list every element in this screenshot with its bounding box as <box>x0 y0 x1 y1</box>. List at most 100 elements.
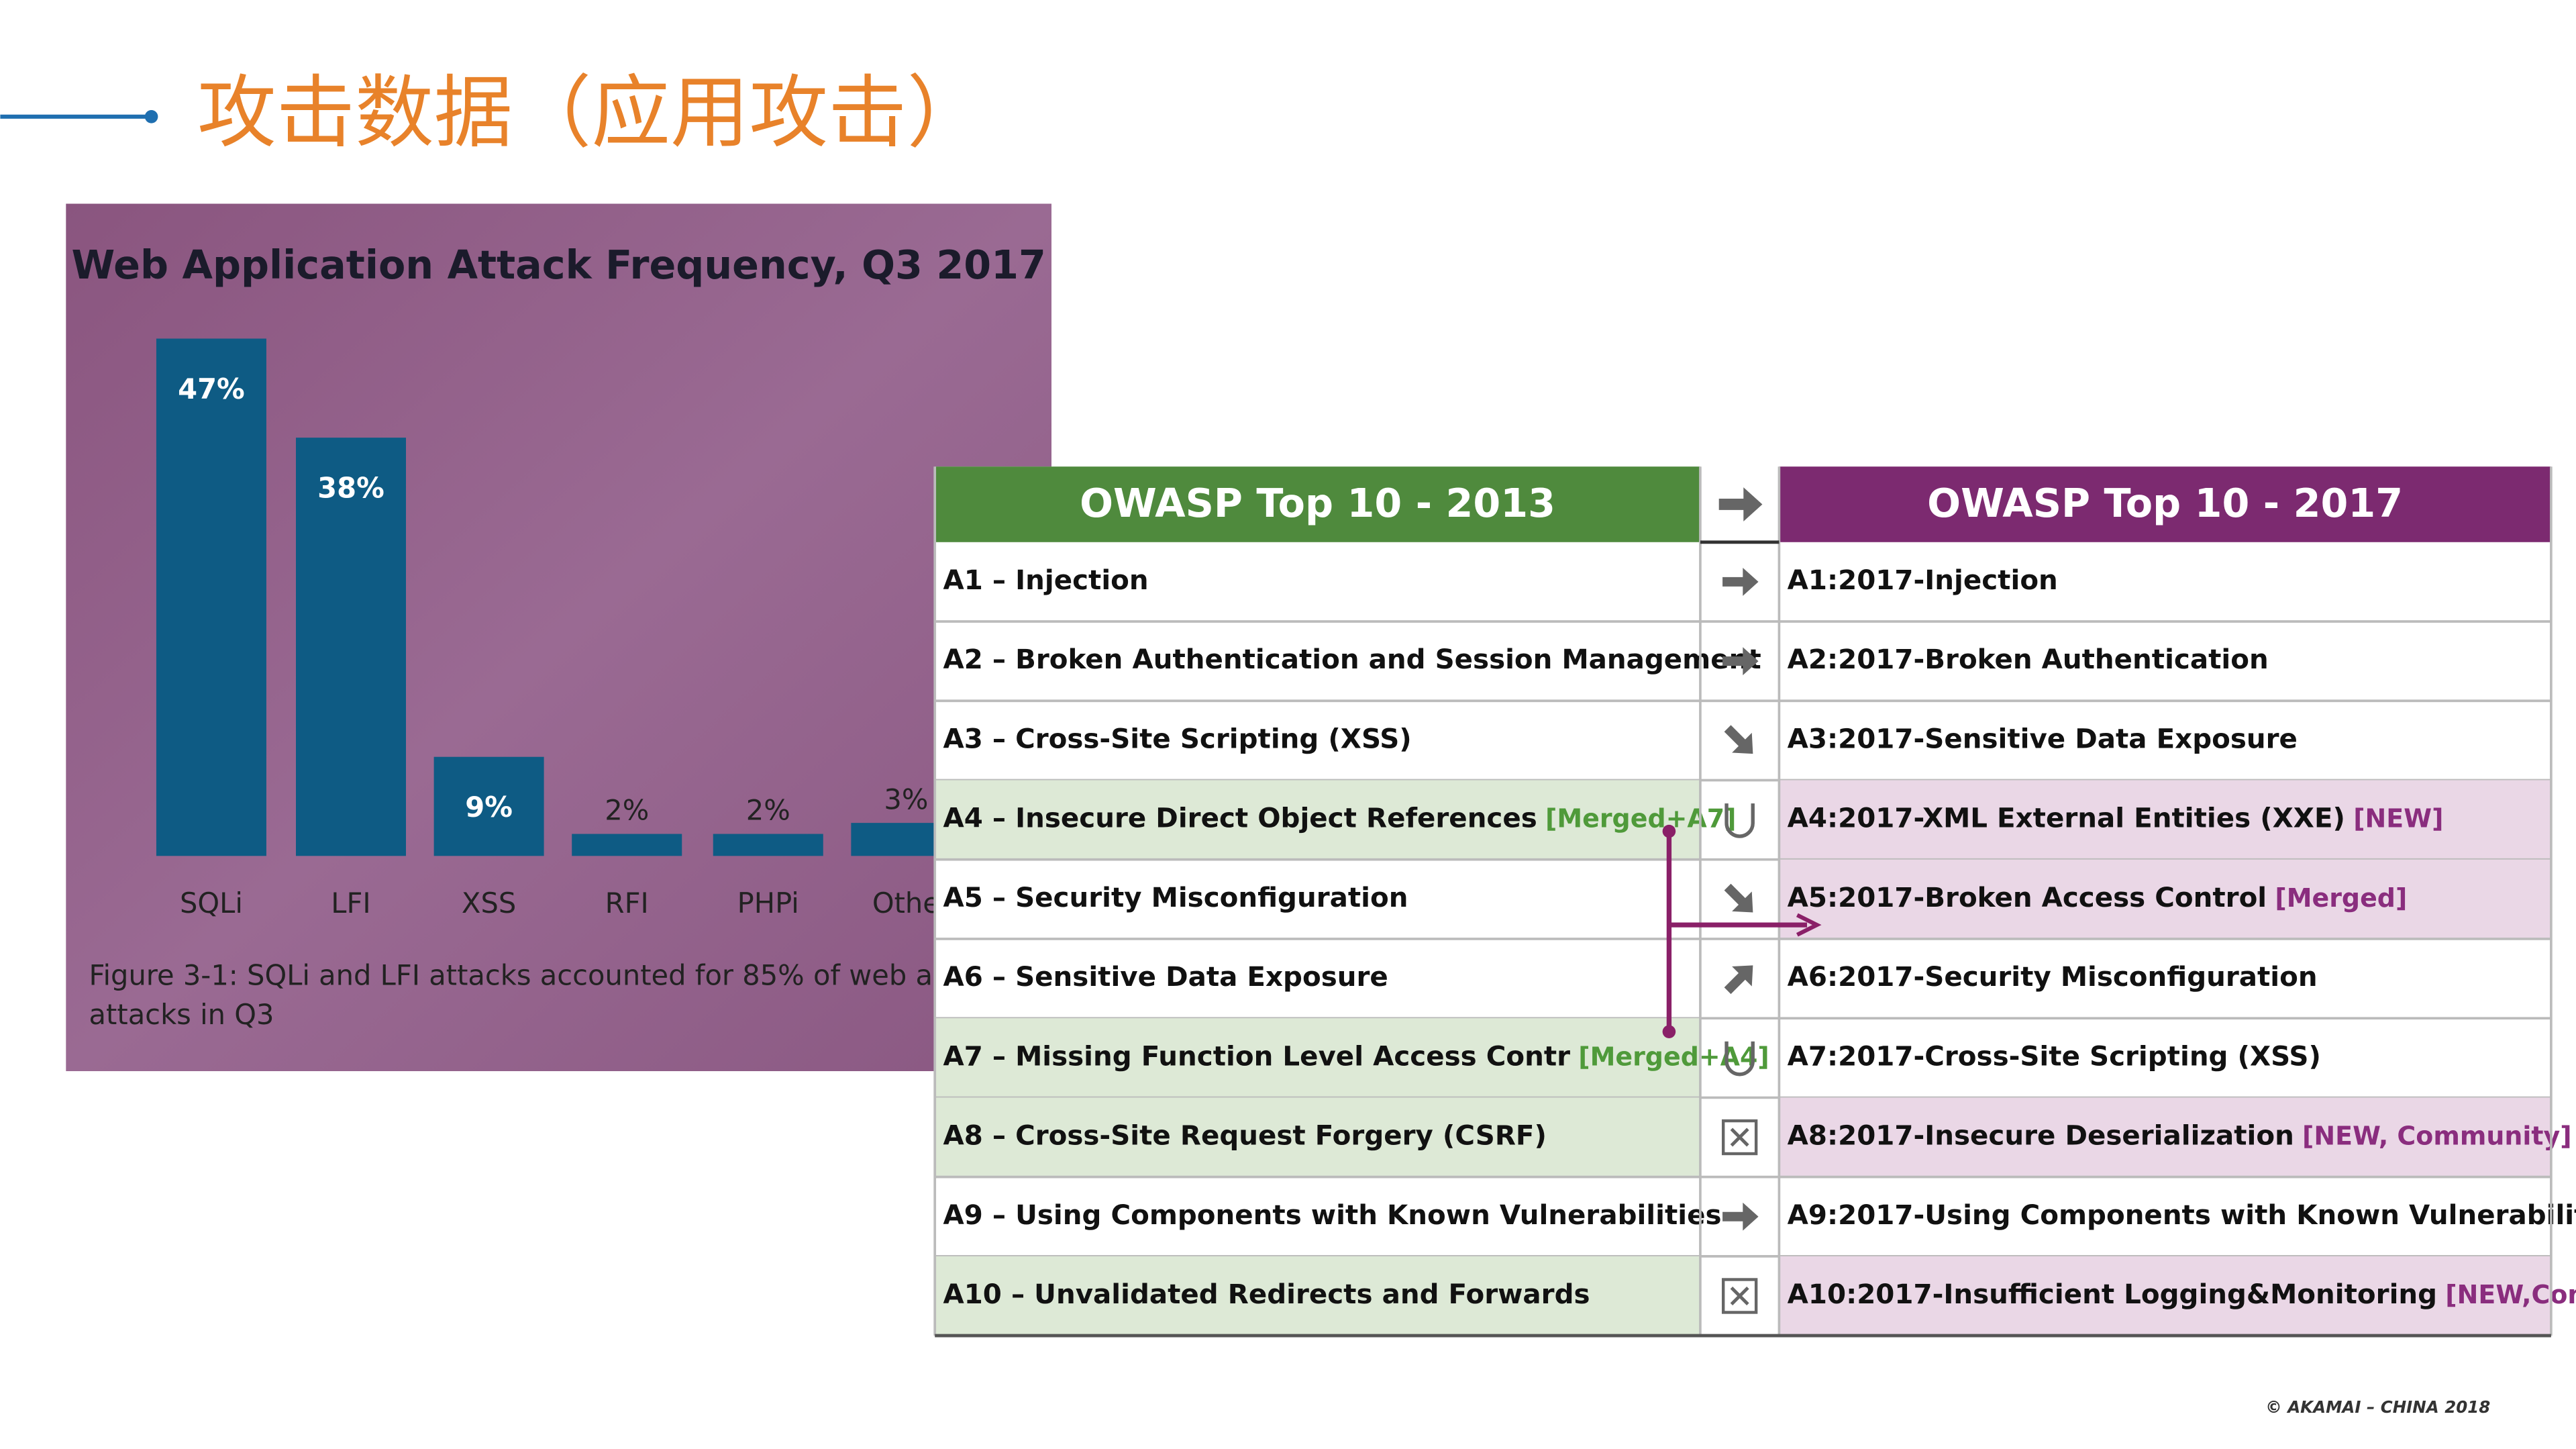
cell-label: A3 – Cross-Site Scripting (XSS) <box>943 723 1411 754</box>
owasp-table: OWASP Top 10 - 2013 OWASP Top 10 - 2017 A1… <box>933 466 2576 1338</box>
cell-label: A9 – Using Components with Known Vulnera… <box>943 1199 1721 1231</box>
merge-arrowhead <box>1796 913 1822 937</box>
cell-label: A9:2017-Using Components with Known Vuln… <box>1788 1199 2576 1231</box>
value-label: 47% <box>178 372 245 405</box>
cell-tag: [NEW] <box>2353 803 2443 833</box>
cell-label: A3:2017-Sensitive Data Exposure <box>1788 723 2298 754</box>
value-label: 38% <box>317 471 384 504</box>
change-icon <box>1724 803 1755 838</box>
slide-title: 攻击数据（应用攻击） <box>197 66 986 158</box>
cell-tag: [NEW,Comm.] <box>2445 1279 2576 1309</box>
change-icon <box>1724 1041 1755 1077</box>
cell-tag: [Merged+A7] <box>1545 803 1736 833</box>
cell-text: A8:2017-Insecure Deserialization [NEW, Co… <box>1788 1120 2572 1152</box>
cell-highlight <box>1779 780 2551 860</box>
cell-label: A4:2017-XML External Entities (XXE) <box>1788 803 2345 834</box>
merge-connector <box>1666 831 1808 1032</box>
change-icon <box>1730 1287 1749 1305</box>
x-tick-label: XSS <box>462 887 516 919</box>
value-label: 2% <box>605 794 649 827</box>
change-icon <box>1721 1119 1758 1156</box>
cell-label: A5:2017-Broken Access Control <box>1788 882 2267 913</box>
x-tick-label: Othe <box>872 887 940 919</box>
merge-dot <box>1662 1025 1676 1039</box>
x-tick-label: SQLi <box>180 887 243 919</box>
value-label: 9% <box>465 791 513 823</box>
cell-tag: [Merged+A4] <box>1578 1042 1769 1071</box>
cell-text: A6:2017-Security Misconfiguration <box>1788 961 2318 993</box>
cell-text: A7:2017-Cross-Site Scripting (XSS) <box>1788 1040 2321 1072</box>
header-2017 <box>1779 466 2551 542</box>
x-tick-label: LFI <box>331 887 370 919</box>
chart-title: Web Application Attack Frequency, Q3 201… <box>71 242 1045 288</box>
cell-text: A10:2017-Insufficient Logging&Monitoring… <box>1788 1279 2576 1310</box>
cell-highlight <box>1779 859 2551 939</box>
chart-caption: Figure 3-1: SQLi and LFI attacks account… <box>89 958 1017 991</box>
bar <box>433 756 544 856</box>
bar <box>156 338 266 856</box>
cell-text: A5 – Security Misconfiguration <box>943 882 1408 913</box>
cell-text: A5:2017-Broken Access Control [Merged] <box>1788 882 2408 913</box>
chart-caption: attacks in Q3 <box>89 998 274 1031</box>
title-dot <box>144 110 158 123</box>
merge-dot <box>1662 824 1676 838</box>
footer: © AKAMAI – CHINA 2018 <box>2265 1397 2490 1417</box>
cell-text: A4:2017-XML External Entities (XXE) [NEW] <box>1788 803 2444 834</box>
cell-text: A10 – Unvalidated Redirects and Forwards <box>943 1279 1590 1310</box>
change-icon <box>1722 567 1759 596</box>
header-label: OWASP Top 10 - 2017 <box>1927 480 2403 526</box>
cell-label: A6 – Sensitive Data Exposure <box>943 961 1388 993</box>
cell-label: A4 – Insecure Direct Object References <box>943 803 1537 834</box>
header-2013 <box>935 466 1700 542</box>
cell-label: A8 – Cross-Site Request Forgery (CSRF) <box>943 1120 1547 1152</box>
cell-highlight <box>935 1018 1700 1098</box>
cell-highlight <box>1779 1097 2551 1177</box>
header-label: OWASP Top 10 - 2013 <box>1080 480 1555 526</box>
cell-text: A3:2017-Sensitive Data Exposure <box>1788 723 2298 754</box>
cell-label: A7 – Missing Function Level Access Contr <box>943 1040 1570 1072</box>
bar <box>713 834 823 856</box>
value-label: 2% <box>746 794 790 827</box>
cell-highlight <box>935 1097 1700 1177</box>
cell-label: A7:2017-Cross-Site Scripting (XSS) <box>1788 1040 2321 1072</box>
cell-label: A10 – Unvalidated Redirects and Forwards <box>943 1279 1590 1310</box>
cell-text: A1:2017-Injection <box>1788 564 2058 596</box>
cell-text: A2 – Broken Authentication and Session M… <box>943 644 1761 675</box>
change-icon <box>1724 883 1753 913</box>
x-tick-label: RFI <box>605 887 649 919</box>
cell-label: A10:2017-Insufficient Logging&Monitoring <box>1788 1279 2437 1310</box>
change-icon <box>1722 1202 1759 1231</box>
cell-highlight <box>1779 1256 2551 1336</box>
bar <box>296 438 407 856</box>
change-icon <box>1724 965 1753 995</box>
cell-text: A2:2017-Broken Authentication <box>1788 644 2269 675</box>
chart: 47% SQLi 38% LFI 9% XSS 2% RFI 2% PHPi 3% Othe Figur… <box>89 338 1017 1031</box>
bar <box>572 834 682 856</box>
change-icon <box>1724 725 1753 754</box>
cell-label: A2 – Broken Authentication and Session M… <box>943 644 1761 675</box>
cell-text: A1 – Injection <box>943 564 1148 596</box>
cell-text: A6 – Sensitive Data Exposure <box>943 961 1388 993</box>
cell-label: A1 – Injection <box>943 564 1148 596</box>
change-icon <box>1722 647 1759 676</box>
cell-text: A9 – Using Components with Known Vulnera… <box>943 1199 1721 1231</box>
value-label: 3% <box>884 783 928 815</box>
change-icon <box>1730 1128 1749 1147</box>
change-icon <box>1721 1278 1758 1314</box>
cell-highlight <box>935 780 1700 860</box>
cell-highlight <box>935 1256 1700 1336</box>
cell-tag: [Merged] <box>2275 883 2407 912</box>
cell-label: A8:2017-Insecure Deserialization <box>1788 1120 2294 1152</box>
cell-label: A2:2017-Broken Authentication <box>1788 644 2269 675</box>
cell-label: A1:2017-Injection <box>1788 564 2058 596</box>
x-tick-label: PHPi <box>737 887 799 919</box>
cell-text: A9:2017-Using Components with Known Vuln… <box>1788 1199 2576 1231</box>
cell-text: A8 – Cross-Site Request Forgery (CSRF) <box>943 1120 1547 1152</box>
cell-tag: [NEW, Community] <box>2302 1121 2572 1150</box>
cell-label: A6:2017-Security Misconfiguration <box>1788 961 2318 993</box>
cell-text: A4 – Insecure Direct Object References [M… <box>943 803 1736 834</box>
cell-label: A5 – Security Misconfiguration <box>943 882 1408 913</box>
change-icon <box>1718 487 1763 521</box>
